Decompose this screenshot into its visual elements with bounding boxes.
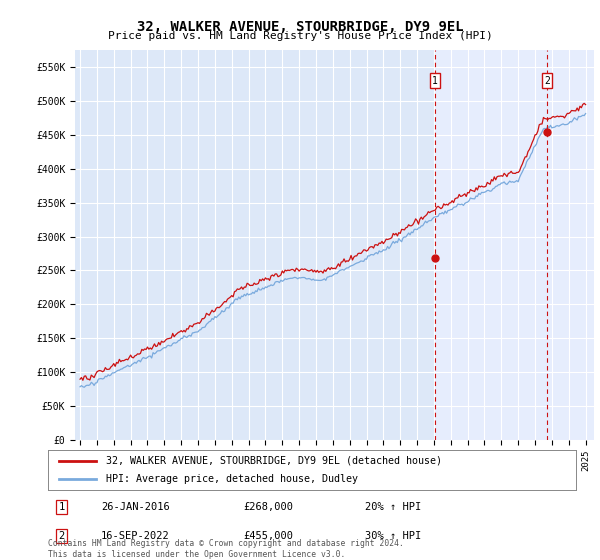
Text: 1: 1 bbox=[432, 76, 438, 86]
Text: Price paid vs. HM Land Registry's House Price Index (HPI): Price paid vs. HM Land Registry's House … bbox=[107, 31, 493, 41]
Text: 20% ↑ HPI: 20% ↑ HPI bbox=[365, 502, 421, 512]
Text: £455,000: £455,000 bbox=[244, 531, 293, 541]
Text: 26-JAN-2016: 26-JAN-2016 bbox=[101, 502, 170, 512]
Text: 2: 2 bbox=[544, 76, 550, 86]
Text: 2: 2 bbox=[59, 531, 65, 541]
Bar bbox=[435, 50, 594, 440]
Text: 30% ↑ HPI: 30% ↑ HPI bbox=[365, 531, 421, 541]
Text: 16-SEP-2022: 16-SEP-2022 bbox=[101, 531, 170, 541]
Text: HPI: Average price, detached house, Dudley: HPI: Average price, detached house, Dudl… bbox=[106, 474, 358, 484]
Text: Contains HM Land Registry data © Crown copyright and database right 2024.
This d: Contains HM Land Registry data © Crown c… bbox=[48, 539, 404, 559]
Text: 32, WALKER AVENUE, STOURBRIDGE, DY9 9EL: 32, WALKER AVENUE, STOURBRIDGE, DY9 9EL bbox=[137, 20, 463, 34]
Text: 1: 1 bbox=[59, 502, 65, 512]
Text: £268,000: £268,000 bbox=[244, 502, 293, 512]
Text: 32, WALKER AVENUE, STOURBRIDGE, DY9 9EL (detached house): 32, WALKER AVENUE, STOURBRIDGE, DY9 9EL … bbox=[106, 456, 442, 465]
